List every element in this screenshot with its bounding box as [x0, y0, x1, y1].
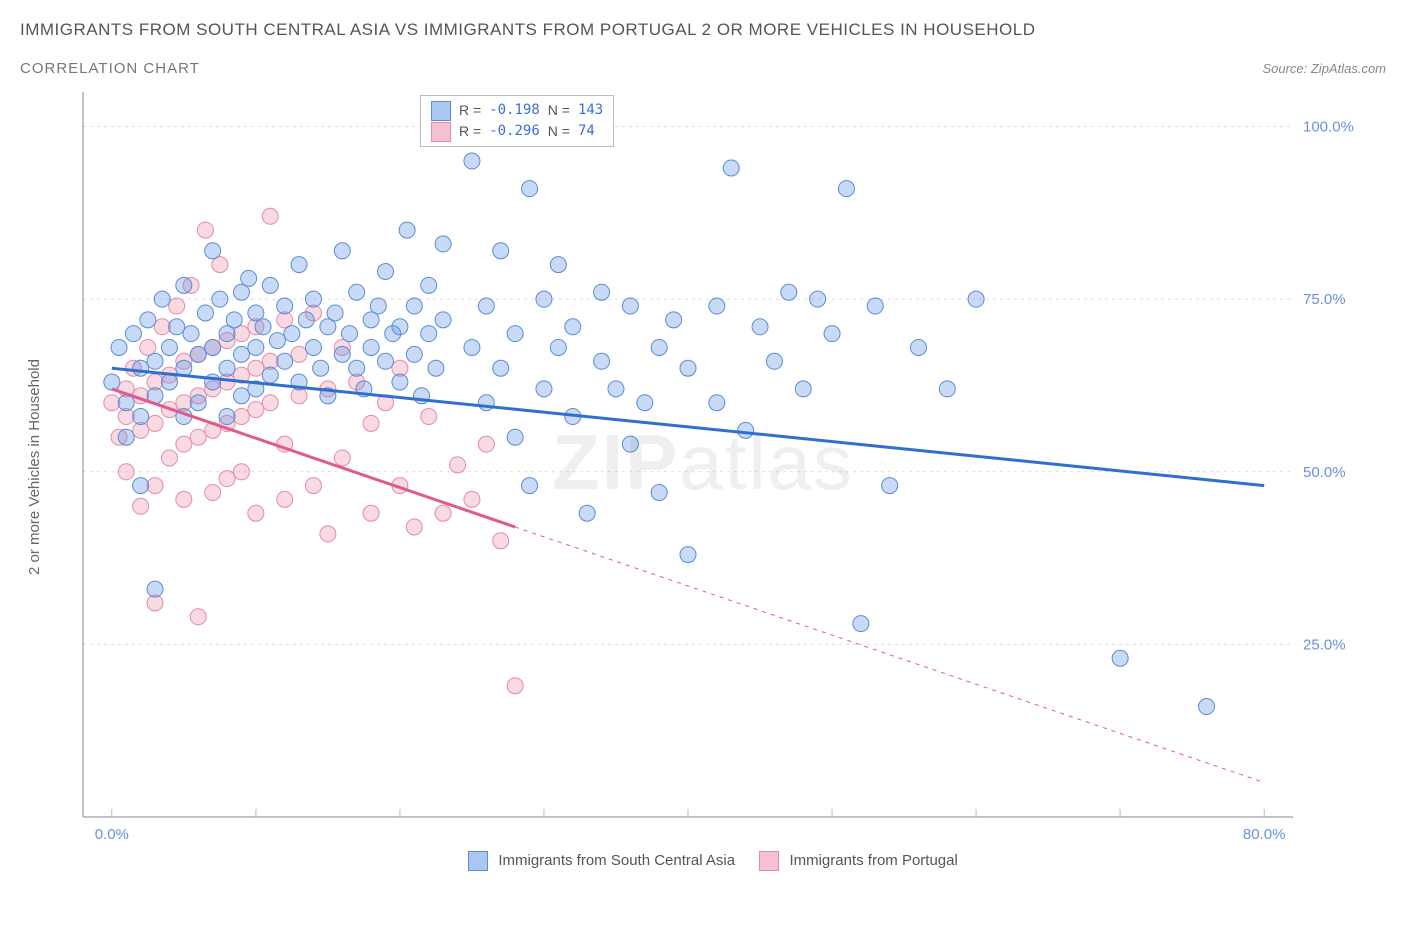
subtitle-row: CORRELATION CHART Source: ZipAtlas.com — [20, 60, 1386, 77]
bottom-legend: Immigrants from South Central Asia Immig… — [20, 851, 1386, 871]
swatch-b-icon — [759, 851, 779, 871]
correlation-chart: 25.0% 50.0% 75.0% 100.0% 0.0% 80.0% — [43, 87, 1363, 847]
stats-row-b: R = -0.296 N = 74 — [431, 121, 603, 142]
svg-text:0.0%: 0.0% — [95, 826, 129, 843]
r-value-b: -0.296 — [489, 121, 540, 142]
r-label: R = — [459, 100, 481, 121]
n-label: N = — [548, 121, 570, 142]
page-title: IMMIGRANTS FROM SOUTH CENTRAL ASIA VS IM… — [20, 20, 1386, 40]
swatch-a-icon — [431, 101, 451, 121]
series-a-name: Immigrants from South Central Asia — [498, 852, 735, 869]
r-label: R = — [459, 121, 481, 142]
r-value-a: -0.198 — [489, 100, 540, 121]
chart-wrap: 2 or more Vehicles in Household 25.0% 50.… — [20, 87, 1386, 847]
n-value-b: 74 — [578, 121, 595, 142]
swatch-b-icon — [431, 122, 451, 142]
stats-legend: R = -0.198 N = 143 R = -0.296 N = 74 — [420, 95, 614, 147]
swatch-a-icon — [468, 851, 488, 871]
svg-text:25.0%: 25.0% — [1303, 636, 1346, 653]
n-label: N = — [548, 100, 570, 121]
svg-text:100.0%: 100.0% — [1303, 119, 1354, 136]
series-b-name: Immigrants from Portugal — [789, 852, 957, 869]
stats-row-a: R = -0.198 N = 143 — [431, 100, 603, 121]
svg-text:50.0%: 50.0% — [1303, 464, 1346, 481]
svg-text:75.0%: 75.0% — [1303, 291, 1346, 308]
chart-subtitle: CORRELATION CHART — [20, 60, 200, 77]
y-axis-label: 2 or more Vehicles in Household — [20, 359, 43, 575]
source-label: Source: ZipAtlas.com — [1262, 61, 1386, 76]
n-value-a: 143 — [578, 100, 603, 121]
svg-text:80.0%: 80.0% — [1243, 826, 1286, 843]
